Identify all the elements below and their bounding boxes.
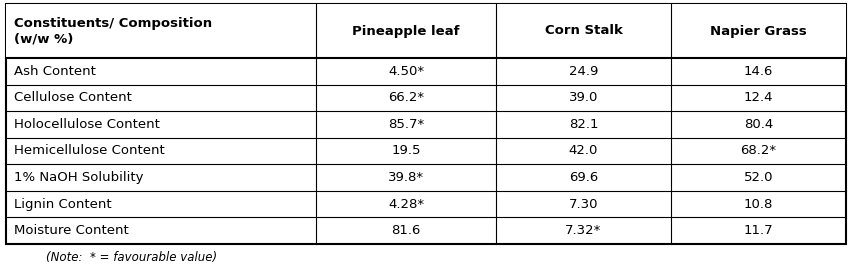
- Text: Holocellulose Content: Holocellulose Content: [14, 118, 160, 131]
- Text: Hemicellulose Content: Hemicellulose Content: [14, 144, 164, 157]
- Text: Lignin Content: Lignin Content: [14, 198, 112, 211]
- Text: Cellulose Content: Cellulose Content: [14, 91, 132, 104]
- Text: 7.30: 7.30: [569, 198, 598, 211]
- Text: 19.5: 19.5: [391, 144, 421, 157]
- Text: 69.6: 69.6: [569, 171, 598, 184]
- Text: 52.0: 52.0: [744, 171, 774, 184]
- Text: 85.7*: 85.7*: [388, 118, 424, 131]
- Text: 81.6: 81.6: [391, 224, 421, 237]
- Text: 24.9: 24.9: [569, 65, 598, 78]
- Bar: [6, 4, 846, 58]
- Text: 4.50*: 4.50*: [388, 65, 424, 78]
- Bar: [6, 4, 846, 244]
- Text: 82.1: 82.1: [569, 118, 598, 131]
- Text: 39.8*: 39.8*: [388, 171, 424, 184]
- Text: Pineapple leaf: Pineapple leaf: [352, 24, 460, 38]
- Text: Constituents/ Composition
(w/w %): Constituents/ Composition (w/w %): [14, 17, 212, 45]
- Text: 11.7: 11.7: [744, 224, 774, 237]
- Text: Napier Grass: Napier Grass: [710, 24, 807, 38]
- Text: 68.2*: 68.2*: [740, 144, 776, 157]
- Text: Moisture Content: Moisture Content: [14, 224, 129, 237]
- Text: 14.6: 14.6: [744, 65, 773, 78]
- Text: 1% NaOH Solubility: 1% NaOH Solubility: [14, 171, 143, 184]
- Text: Corn Stalk: Corn Stalk: [544, 24, 623, 38]
- Text: 66.2*: 66.2*: [388, 91, 424, 104]
- Text: 39.0: 39.0: [569, 91, 598, 104]
- Text: 10.8: 10.8: [744, 198, 773, 211]
- Text: 7.32*: 7.32*: [566, 224, 602, 237]
- Text: 4.28*: 4.28*: [388, 198, 424, 211]
- Text: Ash Content: Ash Content: [14, 65, 96, 78]
- Text: 42.0: 42.0: [569, 144, 598, 157]
- Text: (Note:  * = favourable value): (Note: * = favourable value): [46, 251, 217, 264]
- Text: 12.4: 12.4: [744, 91, 774, 104]
- Text: 80.4: 80.4: [744, 118, 773, 131]
